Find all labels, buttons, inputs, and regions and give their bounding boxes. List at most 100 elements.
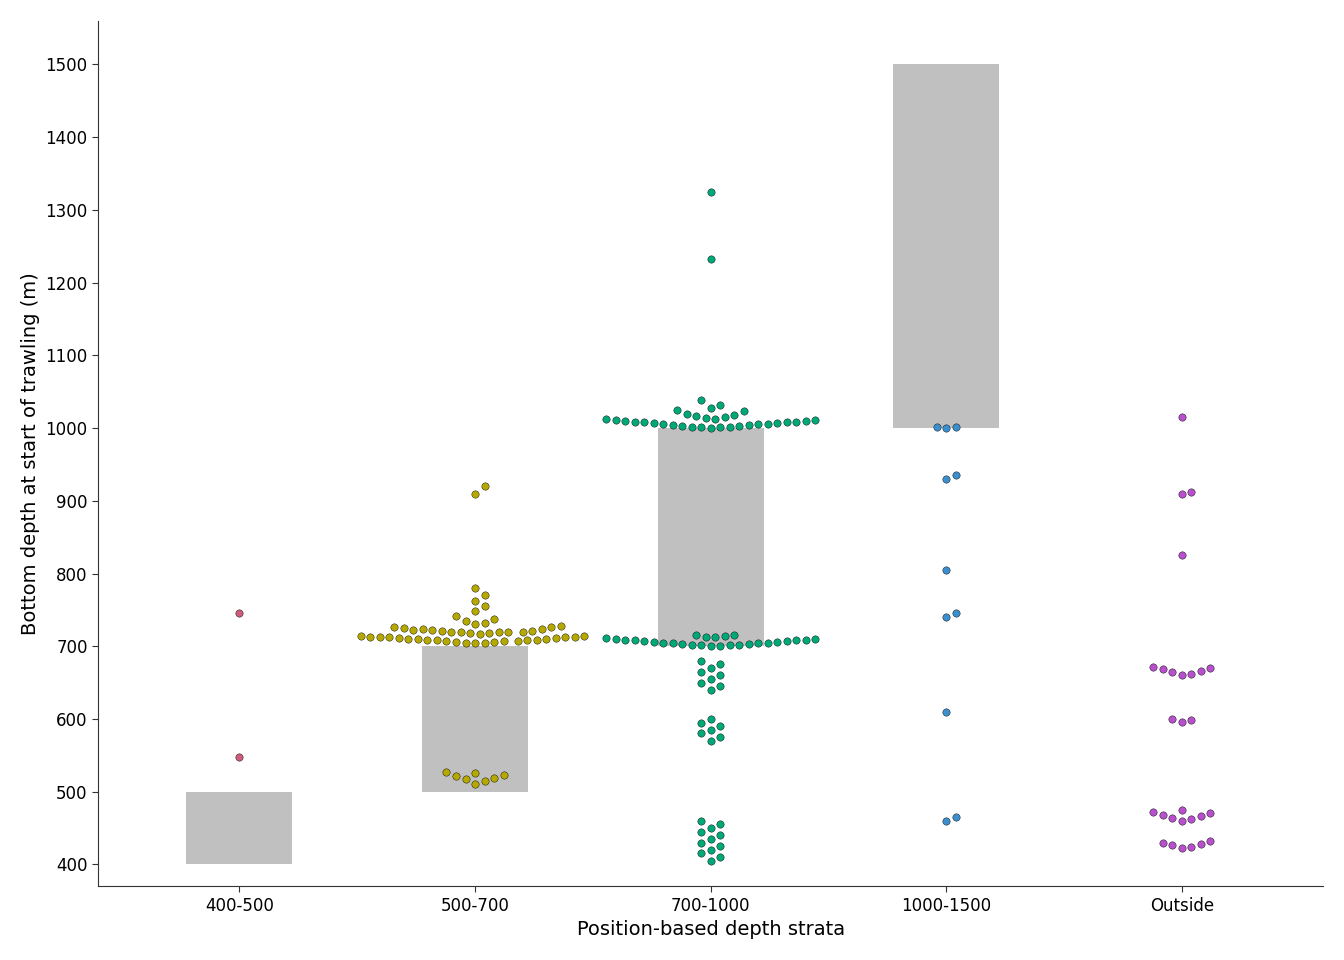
Point <box>710 657 731 672</box>
Point <box>454 635 476 650</box>
Point <box>426 633 448 648</box>
Point <box>633 415 655 430</box>
Point <box>700 671 722 686</box>
Point <box>700 252 722 267</box>
Point <box>723 407 745 422</box>
Point <box>624 633 645 648</box>
Point <box>685 628 707 643</box>
Point <box>0 627 15 642</box>
Point <box>714 629 735 644</box>
Point <box>691 664 712 680</box>
Point <box>1171 714 1192 730</box>
Point <box>422 622 444 637</box>
Point <box>691 846 712 861</box>
Point <box>595 631 617 646</box>
Point <box>704 630 726 645</box>
Point <box>676 406 698 421</box>
Point <box>474 588 496 603</box>
Point <box>360 629 382 644</box>
Point <box>1142 804 1164 820</box>
Point <box>454 613 476 629</box>
Point <box>700 831 722 847</box>
Point <box>1180 811 1202 827</box>
Point <box>398 632 419 647</box>
Point <box>512 624 534 639</box>
Point <box>691 726 712 741</box>
Point <box>1171 813 1192 828</box>
Bar <box>422 646 528 792</box>
Point <box>595 412 617 427</box>
Point <box>1189 663 1211 679</box>
Point <box>700 184 722 200</box>
Point <box>464 777 485 792</box>
Point <box>681 419 703 434</box>
Point <box>605 632 626 647</box>
Point <box>633 634 655 649</box>
Point <box>642 416 664 431</box>
Point <box>691 835 712 851</box>
Point <box>1189 836 1211 852</box>
Point <box>413 622 434 637</box>
Point <box>704 411 726 426</box>
Point <box>417 632 438 647</box>
Point <box>1189 808 1211 824</box>
Point <box>497 624 519 639</box>
Point <box>710 730 731 745</box>
Point <box>493 634 515 649</box>
Point <box>546 631 567 646</box>
Point <box>474 478 496 493</box>
Point <box>574 629 595 644</box>
Point <box>228 750 250 765</box>
Point <box>526 632 547 647</box>
Point <box>710 638 731 654</box>
Point <box>464 486 485 501</box>
Point <box>370 629 391 644</box>
Point <box>351 629 372 644</box>
Point <box>794 632 816 647</box>
Point <box>540 619 562 635</box>
Point <box>484 611 505 626</box>
Point <box>695 410 716 425</box>
Point <box>441 624 462 639</box>
Point <box>710 718 731 733</box>
Point <box>1200 805 1222 821</box>
Point <box>464 766 485 781</box>
Point <box>691 420 712 435</box>
Point <box>0 628 15 643</box>
Point <box>642 635 664 650</box>
Point <box>535 632 556 647</box>
Point <box>945 606 966 621</box>
Point <box>935 610 957 625</box>
Point <box>445 769 466 784</box>
Point <box>460 626 481 641</box>
Point <box>766 635 788 650</box>
Point <box>474 773 496 788</box>
Point <box>681 637 703 653</box>
Point <box>652 417 673 432</box>
Point <box>672 636 694 652</box>
Point <box>710 838 731 853</box>
Point <box>719 419 741 434</box>
Point <box>926 419 948 434</box>
Point <box>700 711 722 727</box>
Point <box>714 410 735 425</box>
Point <box>1171 547 1192 563</box>
Point <box>805 632 827 647</box>
Point <box>695 629 716 644</box>
Point <box>700 660 722 676</box>
Point <box>710 667 731 683</box>
Point <box>732 403 754 419</box>
Point <box>710 679 731 694</box>
Point <box>1152 661 1173 677</box>
Point <box>435 634 457 649</box>
Point <box>775 634 797 649</box>
Point <box>431 623 453 638</box>
Point <box>407 632 429 647</box>
Point <box>450 625 472 640</box>
Point <box>710 397 731 413</box>
Point <box>1161 711 1183 727</box>
X-axis label: Position-based depth strata: Position-based depth strata <box>577 921 844 939</box>
Point <box>945 809 966 825</box>
Point <box>935 704 957 719</box>
Point <box>766 416 788 431</box>
